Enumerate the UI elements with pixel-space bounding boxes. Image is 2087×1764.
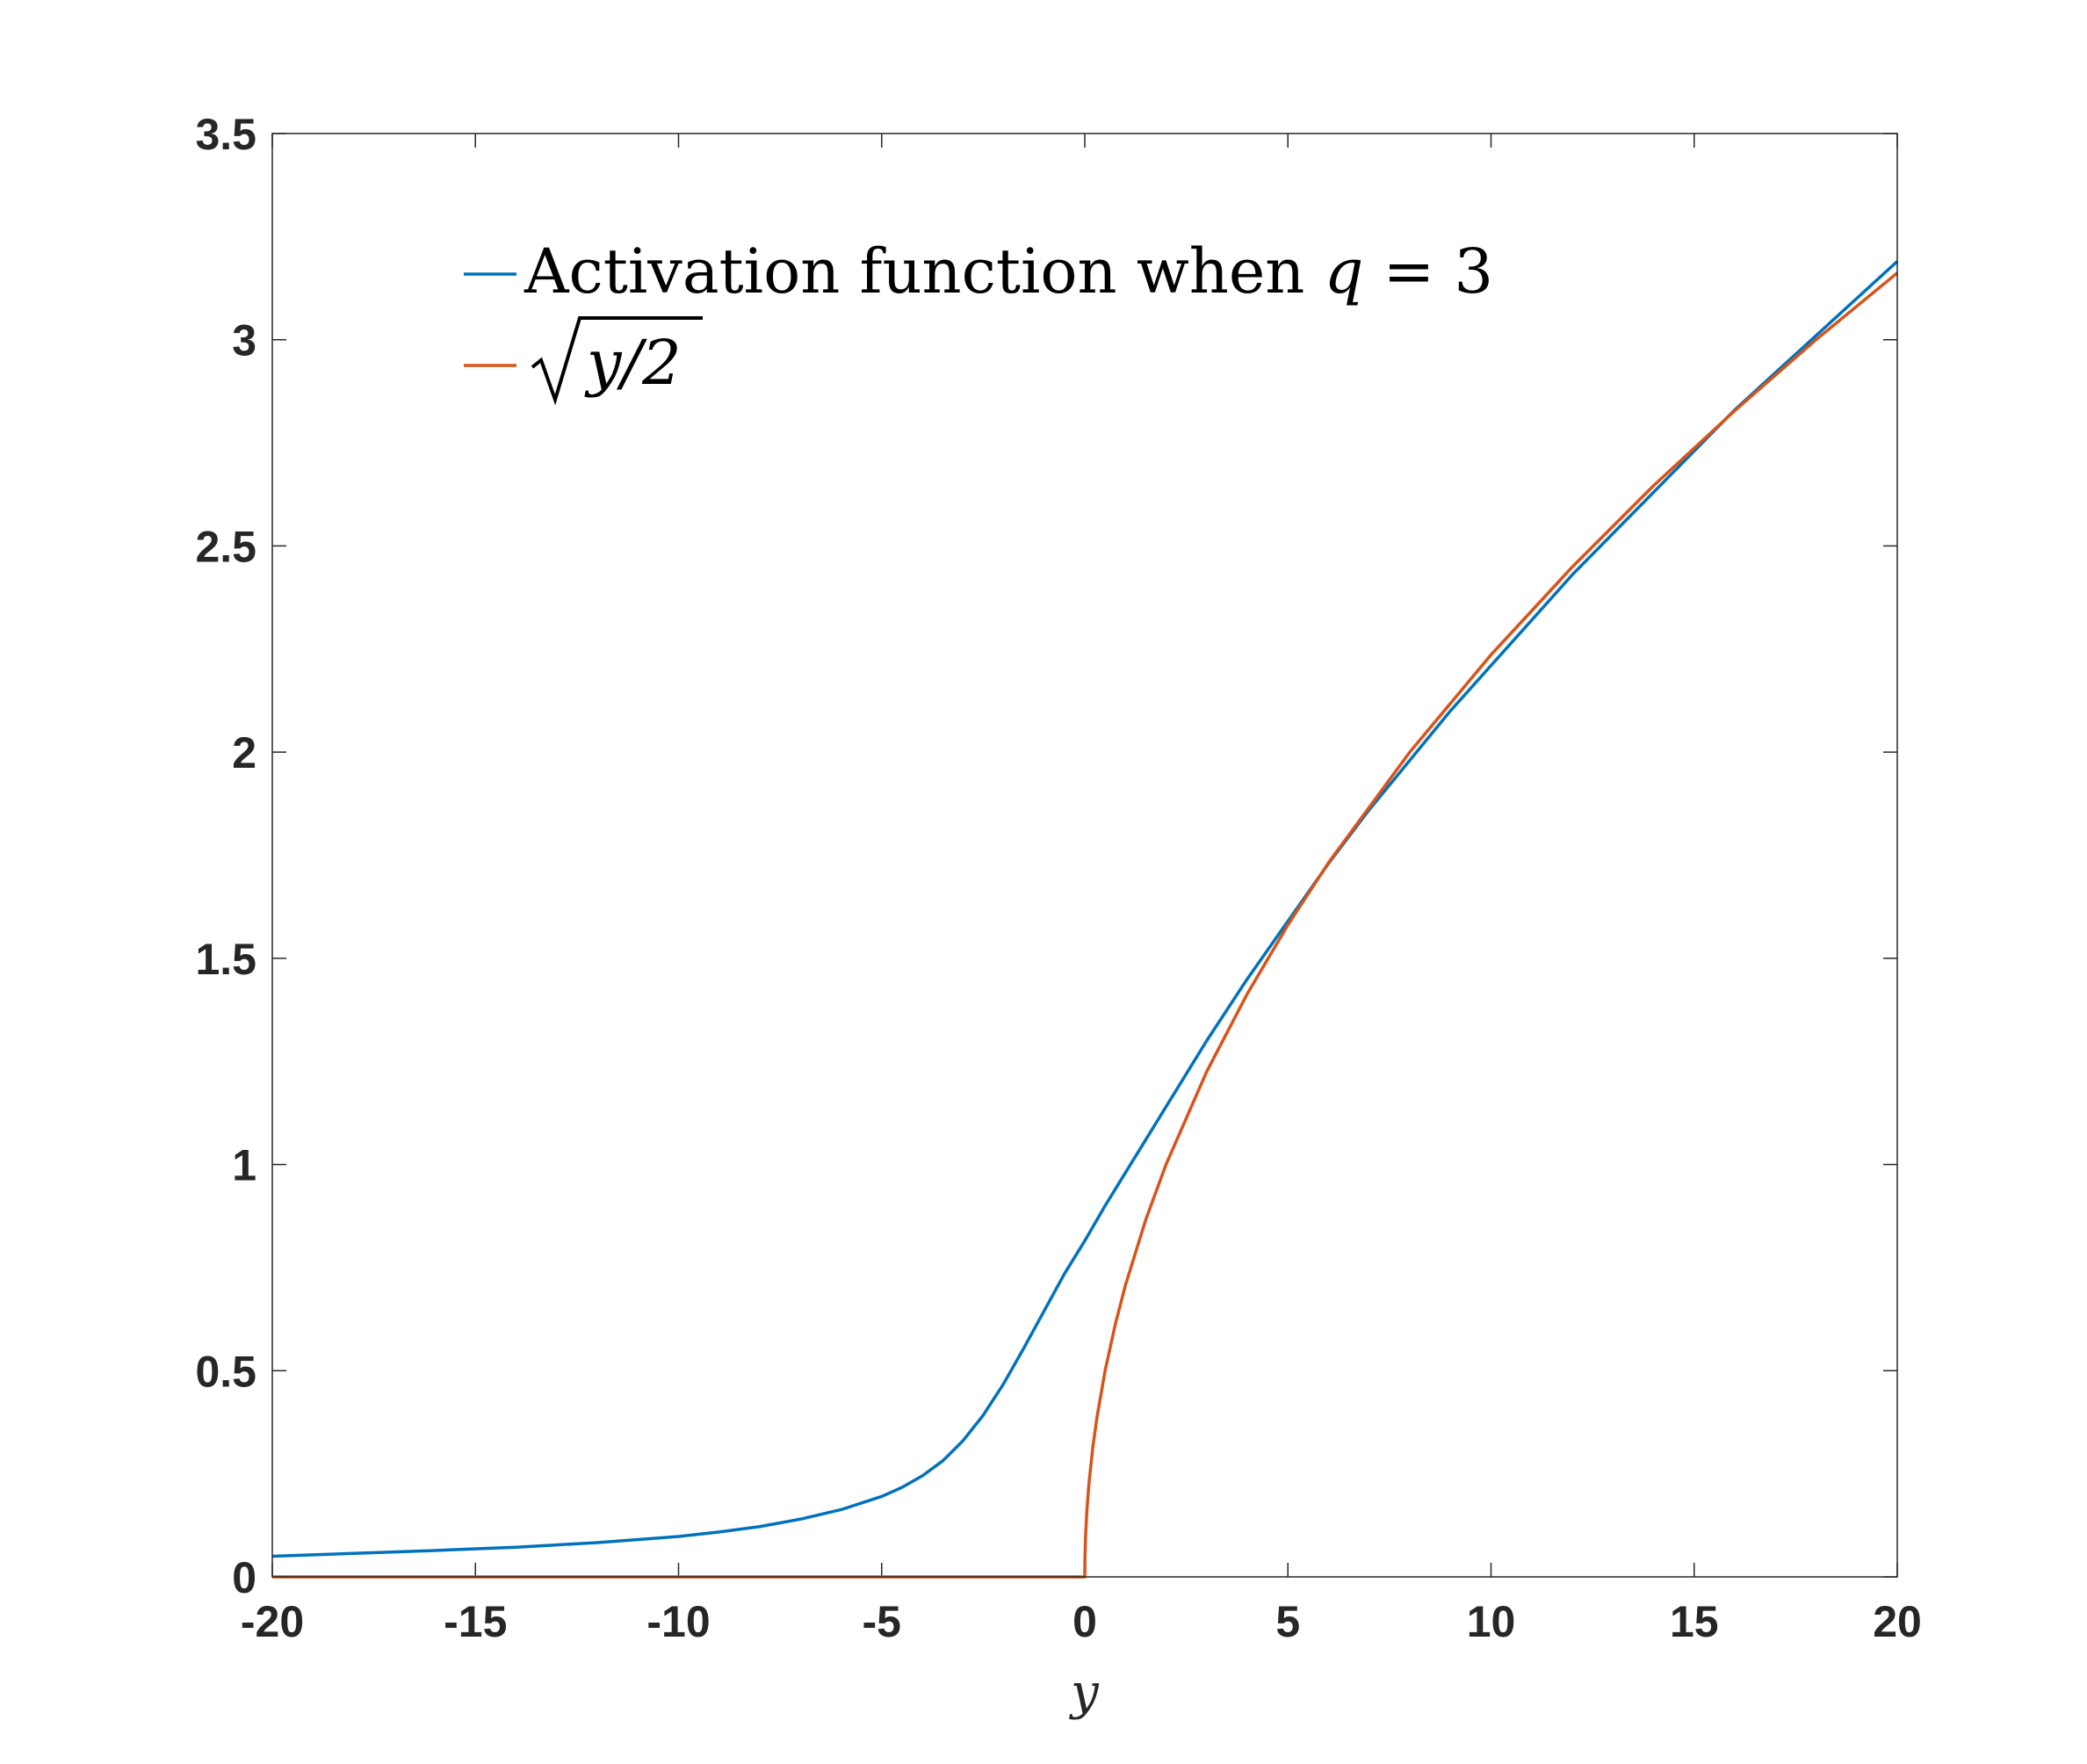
axes-box	[271, 133, 1898, 1578]
x-tick-label: -15	[444, 1597, 507, 1646]
y-tick-label: 0	[232, 1553, 256, 1602]
x-axis-label: y	[1068, 1664, 1100, 1721]
y-tick-label: 2	[232, 728, 256, 777]
y-tick-label: 0.5	[195, 1347, 256, 1396]
x-tick-label: -5	[863, 1597, 901, 1646]
legend-label-activation: Activation function when q = 3	[524, 235, 1493, 307]
x-tick-label: -10	[646, 1597, 710, 1646]
x-tick-label: 5	[1275, 1597, 1300, 1646]
y-tick-label: 3.5	[195, 110, 256, 159]
series-lines	[271, 260, 1899, 1579]
legend-label-sqrt: y/2	[584, 327, 682, 399]
plot-area	[272, 134, 1897, 1577]
y-tick-label: 1	[232, 1141, 256, 1190]
x-tick-labels: -20 -15 -10 -5 0 5 10 15 20	[241, 1597, 1922, 1646]
legend-radical-sign	[531, 316, 703, 406]
series-line-0	[271, 260, 1899, 1558]
y-tick-label: 1.5	[195, 935, 256, 984]
series-line-1	[272, 271, 1899, 1579]
y-tick-label: 2.5	[195, 522, 256, 571]
y-tick-label: 3	[232, 316, 256, 365]
x-tick-label: 10	[1467, 1597, 1516, 1646]
x-tick-label: 0	[1072, 1597, 1097, 1646]
legend: Activation function when q = 3 y/2	[464, 235, 1493, 406]
x-tick-label: -20	[241, 1597, 304, 1646]
y-tick-labels: 0 0.5 1 1.5 2 2.5 3 3.5	[195, 110, 256, 1602]
x-tick-label: 15	[1670, 1597, 1719, 1646]
x-tick-label: 20	[1873, 1597, 1922, 1646]
